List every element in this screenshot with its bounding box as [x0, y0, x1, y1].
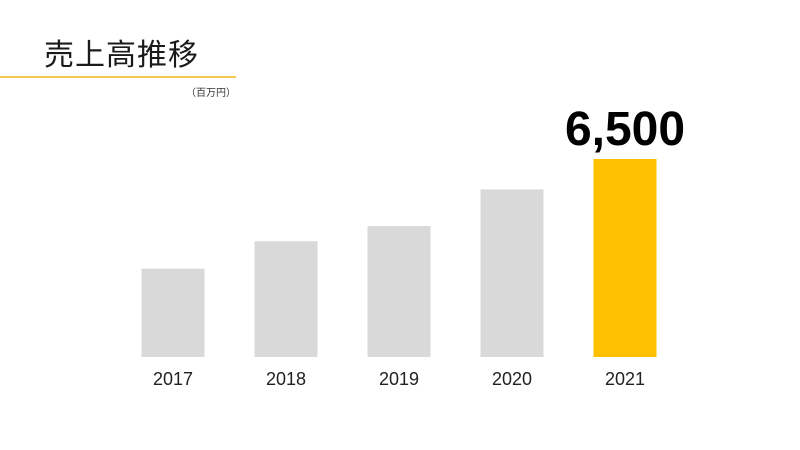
page-title: 売上高推移 — [44, 38, 199, 73]
tick-label-2021: 2021 — [605, 369, 645, 389]
tick-label-2020: 2020 — [492, 369, 532, 389]
tick-label-2018: 2018 — [266, 369, 306, 389]
bar-2018 — [254, 241, 318, 357]
tick-label-2017: 2017 — [153, 369, 193, 389]
bar-2019 — [367, 226, 431, 357]
bar-2021 — [593, 159, 657, 357]
data-label-2021: 6,500 — [565, 103, 685, 156]
tick-label-2019: 2019 — [379, 369, 419, 389]
bar-2017 — [141, 268, 205, 357]
title-underline — [0, 76, 236, 78]
unit-label: （百万円） — [186, 88, 236, 99]
bar-2020 — [480, 189, 544, 357]
